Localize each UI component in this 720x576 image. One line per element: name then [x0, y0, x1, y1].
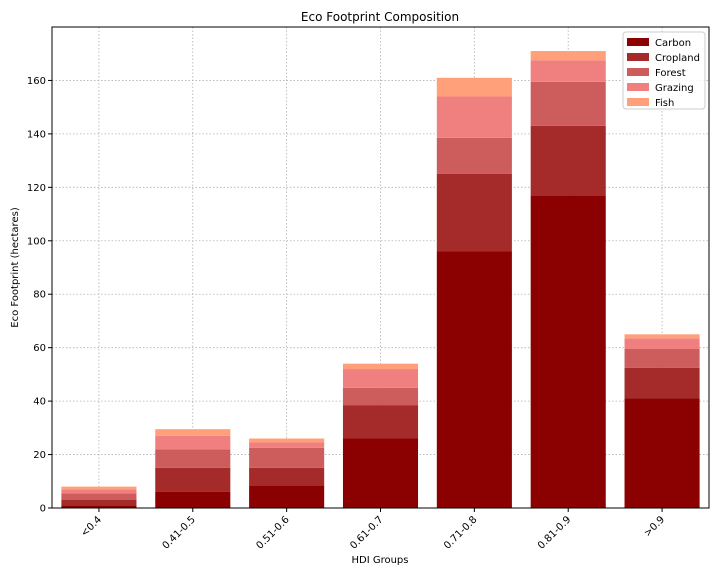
bar-grazing — [530, 60, 606, 82]
bar-fish — [624, 334, 700, 339]
bar-carbon — [61, 505, 137, 508]
bar-forest — [155, 449, 231, 468]
bar-cropland — [624, 367, 700, 399]
bar-cropland — [61, 499, 137, 506]
bar-cropland — [342, 405, 419, 439]
bar-fish — [530, 51, 606, 61]
y-tick-label: 80 — [33, 290, 46, 301]
x-tick-label: 0.71-0.8 — [442, 514, 479, 551]
legend-swatch — [627, 68, 649, 76]
legend-swatch — [627, 38, 649, 46]
legend-swatch — [627, 98, 649, 106]
bar-fish — [249, 438, 325, 443]
y-tick-label: 60 — [33, 343, 46, 354]
x-tick-label: 0.51-0.6 — [254, 514, 291, 551]
x-axis-label: HDI Groups — [351, 555, 408, 566]
bar-grazing — [249, 442, 325, 448]
legend-swatch — [627, 83, 649, 91]
bar-forest — [530, 81, 606, 126]
bar-carbon — [342, 438, 419, 508]
bar-grazing — [624, 338, 700, 350]
y-axis-label: Eco Footprint (hectares) — [10, 207, 21, 328]
y-tick-label: 120 — [27, 183, 46, 194]
x-axis-ticks: <0.4 0.41-0.5 0.51-0.6 0.61-0.7 0.71-0.8 0.81… — [79, 508, 667, 552]
y-tick-label: 0 — [40, 504, 46, 515]
bar-forest — [436, 137, 512, 174]
x-tick-label: 0.41-0.5 — [161, 514, 198, 551]
legend-label: Forest — [655, 68, 686, 79]
bar-fish — [436, 77, 512, 97]
legend-label: Grazing — [655, 83, 694, 94]
bar-grazing — [61, 489, 137, 494]
legend-label: Fish — [655, 98, 674, 109]
legend: Carbon Cropland Forest Grazing Fish — [622, 31, 706, 110]
bar-fish — [61, 486, 137, 490]
bar-carbon — [436, 251, 512, 508]
x-tick-label: <0.4 — [79, 514, 104, 539]
bar-carbon — [155, 491, 231, 508]
x-tick-label: 0.61-0.7 — [348, 514, 385, 551]
chart-title: Eco Footprint Composition — [301, 10, 459, 24]
bars — [61, 51, 700, 508]
x-tick-label: >0.9 — [642, 514, 667, 539]
bar-forest — [61, 493, 137, 500]
y-tick-label: 140 — [27, 129, 46, 140]
x-tick-label: 0.81-0.9 — [536, 514, 573, 551]
y-tick-label: 20 — [33, 450, 46, 461]
bar-grazing — [342, 369, 419, 388]
bar-cropland — [155, 467, 231, 492]
y-tick-label: 40 — [33, 397, 46, 408]
bar-fish — [155, 429, 231, 436]
bar-fish — [342, 363, 419, 370]
bar-cropland — [249, 467, 325, 486]
bar-grazing — [436, 96, 512, 138]
y-tick-label: 100 — [27, 236, 46, 247]
bar-forest — [342, 387, 419, 406]
bar-forest — [249, 447, 325, 468]
bar-grazing — [155, 435, 231, 450]
bar-cropland — [436, 173, 512, 252]
legend-label: Cropland — [655, 53, 700, 64]
bar-carbon — [530, 195, 606, 508]
bar-carbon — [624, 398, 700, 508]
legend-swatch — [627, 53, 649, 61]
bar-forest — [624, 349, 700, 368]
y-axis-ticks: 0 20 40 60 80 100 120 140 160 — [27, 76, 52, 515]
y-tick-label: 160 — [27, 76, 46, 87]
bar-carbon — [249, 485, 325, 508]
bar-cropland — [530, 125, 606, 196]
legend-label: Carbon — [655, 38, 691, 49]
